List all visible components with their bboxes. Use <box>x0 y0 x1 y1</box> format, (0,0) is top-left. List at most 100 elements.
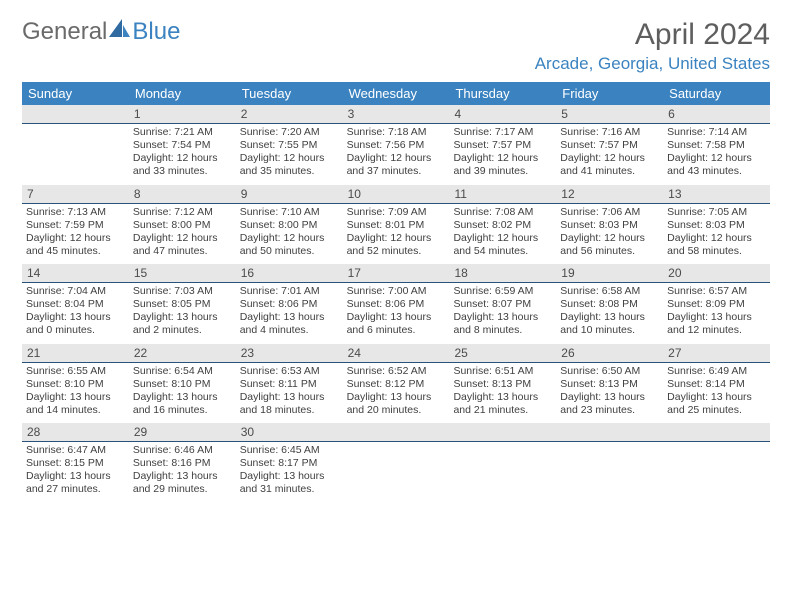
day-number: 20 <box>663 264 770 282</box>
day-cell <box>343 442 450 503</box>
daylight-text: and 45 minutes. <box>26 245 125 258</box>
sunrise-text: Sunrise: 6:53 AM <box>240 365 339 378</box>
daylight-text: Daylight: 13 hours <box>347 391 446 404</box>
day-cell: Sunrise: 6:59 AMSunset: 8:07 PMDaylight:… <box>449 283 556 344</box>
day-cell: Sunrise: 6:49 AMSunset: 8:14 PMDaylight:… <box>663 363 770 424</box>
day-cell: Sunrise: 7:12 AMSunset: 8:00 PMDaylight:… <box>129 204 236 265</box>
day-number: 5 <box>556 105 663 123</box>
daylight-text: Daylight: 13 hours <box>240 311 339 324</box>
daylight-text: and 4 minutes. <box>240 324 339 337</box>
day-number: 2 <box>236 105 343 123</box>
sunrise-text: Sunrise: 7:04 AM <box>26 285 125 298</box>
daylight-text: and 33 minutes. <box>133 165 232 178</box>
daylight-text: and 31 minutes. <box>240 483 339 496</box>
day-header: Saturday <box>663 82 770 105</box>
sunset-text: Sunset: 8:17 PM <box>240 457 339 470</box>
day-number: 25 <box>449 344 556 362</box>
sunset-text: Sunset: 8:12 PM <box>347 378 446 391</box>
sunrise-text: Sunrise: 6:57 AM <box>667 285 766 298</box>
sunset-text: Sunset: 7:58 PM <box>667 139 766 152</box>
day-cell: Sunrise: 6:54 AMSunset: 8:10 PMDaylight:… <box>129 363 236 424</box>
day-number: 3 <box>343 105 450 123</box>
day-number <box>22 105 129 123</box>
sunset-text: Sunset: 8:06 PM <box>347 298 446 311</box>
daylight-text: Daylight: 12 hours <box>560 232 659 245</box>
day-cell: Sunrise: 7:16 AMSunset: 7:57 PMDaylight:… <box>556 124 663 185</box>
day-cell: Sunrise: 7:21 AMSunset: 7:54 PMDaylight:… <box>129 124 236 185</box>
daylight-text: and 54 minutes. <box>453 245 552 258</box>
sunset-text: Sunset: 8:02 PM <box>453 219 552 232</box>
day-cell: Sunrise: 7:01 AMSunset: 8:06 PMDaylight:… <box>236 283 343 344</box>
daylight-text: Daylight: 13 hours <box>453 391 552 404</box>
day-cell: Sunrise: 6:50 AMSunset: 8:13 PMDaylight:… <box>556 363 663 424</box>
sunset-text: Sunset: 8:00 PM <box>133 219 232 232</box>
sunset-text: Sunset: 7:56 PM <box>347 139 446 152</box>
daylight-text: and 47 minutes. <box>133 245 232 258</box>
day-cell: Sunrise: 6:55 AMSunset: 8:10 PMDaylight:… <box>22 363 129 424</box>
sunset-text: Sunset: 7:57 PM <box>560 139 659 152</box>
sunrise-text: Sunrise: 7:14 AM <box>667 126 766 139</box>
sunrise-text: Sunrise: 7:21 AM <box>133 126 232 139</box>
sunset-text: Sunset: 8:00 PM <box>240 219 339 232</box>
day-cell <box>449 442 556 503</box>
daylight-text: and 52 minutes. <box>347 245 446 258</box>
daylight-text: Daylight: 12 hours <box>133 232 232 245</box>
day-number: 16 <box>236 264 343 282</box>
daylight-text: Daylight: 12 hours <box>240 152 339 165</box>
day-number <box>449 423 556 441</box>
sunset-text: Sunset: 8:03 PM <box>667 219 766 232</box>
daylight-text: Daylight: 13 hours <box>26 391 125 404</box>
day-number: 28 <box>22 423 129 441</box>
sunrise-text: Sunrise: 6:45 AM <box>240 444 339 457</box>
daylight-text: Daylight: 13 hours <box>240 391 339 404</box>
daylight-text: and 29 minutes. <box>133 483 232 496</box>
day-cell: Sunrise: 6:45 AMSunset: 8:17 PMDaylight:… <box>236 442 343 503</box>
calendar: Sunday Monday Tuesday Wednesday Thursday… <box>22 82 770 503</box>
sunset-text: Sunset: 7:59 PM <box>26 219 125 232</box>
daylight-text: Daylight: 13 hours <box>133 311 232 324</box>
day-cell: Sunrise: 7:05 AMSunset: 8:03 PMDaylight:… <box>663 204 770 265</box>
day-number: 12 <box>556 185 663 203</box>
day-cell: Sunrise: 7:17 AMSunset: 7:57 PMDaylight:… <box>449 124 556 185</box>
daylight-text: and 2 minutes. <box>133 324 232 337</box>
sunrise-text: Sunrise: 6:50 AM <box>560 365 659 378</box>
daynum-row: 14151617181920 <box>22 264 770 283</box>
daylight-text: and 39 minutes. <box>453 165 552 178</box>
sunset-text: Sunset: 7:55 PM <box>240 139 339 152</box>
day-cell <box>556 442 663 503</box>
sunset-text: Sunset: 8:10 PM <box>26 378 125 391</box>
day-cell: Sunrise: 6:47 AMSunset: 8:15 PMDaylight:… <box>22 442 129 503</box>
daylight-text: and 41 minutes. <box>560 165 659 178</box>
day-cell: Sunrise: 7:08 AMSunset: 8:02 PMDaylight:… <box>449 204 556 265</box>
day-number: 6 <box>663 105 770 123</box>
logo-text-general: General <box>22 18 107 46</box>
day-cell: Sunrise: 6:51 AMSunset: 8:13 PMDaylight:… <box>449 363 556 424</box>
day-number: 21 <box>22 344 129 362</box>
daylight-text: Daylight: 13 hours <box>133 470 232 483</box>
day-cell <box>663 442 770 503</box>
sunrise-text: Sunrise: 6:58 AM <box>560 285 659 298</box>
day-cell: Sunrise: 7:04 AMSunset: 8:04 PMDaylight:… <box>22 283 129 344</box>
sunset-text: Sunset: 8:05 PM <box>133 298 232 311</box>
day-header-row: Sunday Monday Tuesday Wednesday Thursday… <box>22 82 770 105</box>
day-cell <box>22 124 129 185</box>
sunset-text: Sunset: 7:57 PM <box>453 139 552 152</box>
day-header: Monday <box>129 82 236 105</box>
daylight-text: and 14 minutes. <box>26 404 125 417</box>
daylight-text: and 37 minutes. <box>347 165 446 178</box>
daylight-text: Daylight: 12 hours <box>26 232 125 245</box>
day-number: 29 <box>129 423 236 441</box>
sunset-text: Sunset: 8:13 PM <box>453 378 552 391</box>
daylight-text: Daylight: 13 hours <box>667 391 766 404</box>
daylight-text: Daylight: 12 hours <box>133 152 232 165</box>
daylight-text: and 23 minutes. <box>560 404 659 417</box>
daylight-text: and 50 minutes. <box>240 245 339 258</box>
title-block: April 2024 Arcade, Georgia, United State… <box>535 18 770 74</box>
day-number: 27 <box>663 344 770 362</box>
day-number: 17 <box>343 264 450 282</box>
day-cell: Sunrise: 7:03 AMSunset: 8:05 PMDaylight:… <box>129 283 236 344</box>
daylight-text: Daylight: 12 hours <box>560 152 659 165</box>
sunrise-text: Sunrise: 6:47 AM <box>26 444 125 457</box>
day-cell: Sunrise: 6:53 AMSunset: 8:11 PMDaylight:… <box>236 363 343 424</box>
day-cell: Sunrise: 6:57 AMSunset: 8:09 PMDaylight:… <box>663 283 770 344</box>
